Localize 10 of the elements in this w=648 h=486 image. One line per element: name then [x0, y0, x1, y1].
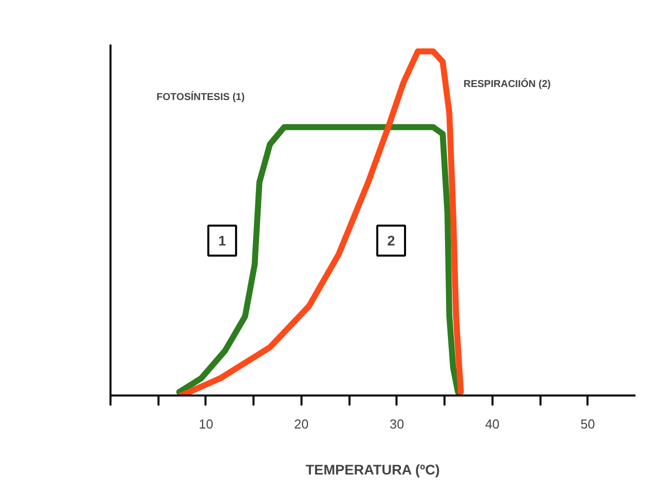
annotation: 2 [387, 232, 396, 249]
x-tick-label: 30 [390, 416, 404, 432]
x-tick-label: 40 [485, 416, 500, 432]
annotation: RESPIRACIIÓN (2) [464, 78, 551, 90]
x-tick-label: 50 [580, 416, 596, 432]
x-tick-label: 10 [198, 416, 214, 432]
x-axis-title: TEMPERATURA (ºC) [306, 462, 440, 478]
annotation: FOTOSÍNTESIS (1) [156, 91, 245, 103]
x-tick-label: 20 [294, 416, 309, 432]
annotation: 1 [218, 232, 226, 249]
